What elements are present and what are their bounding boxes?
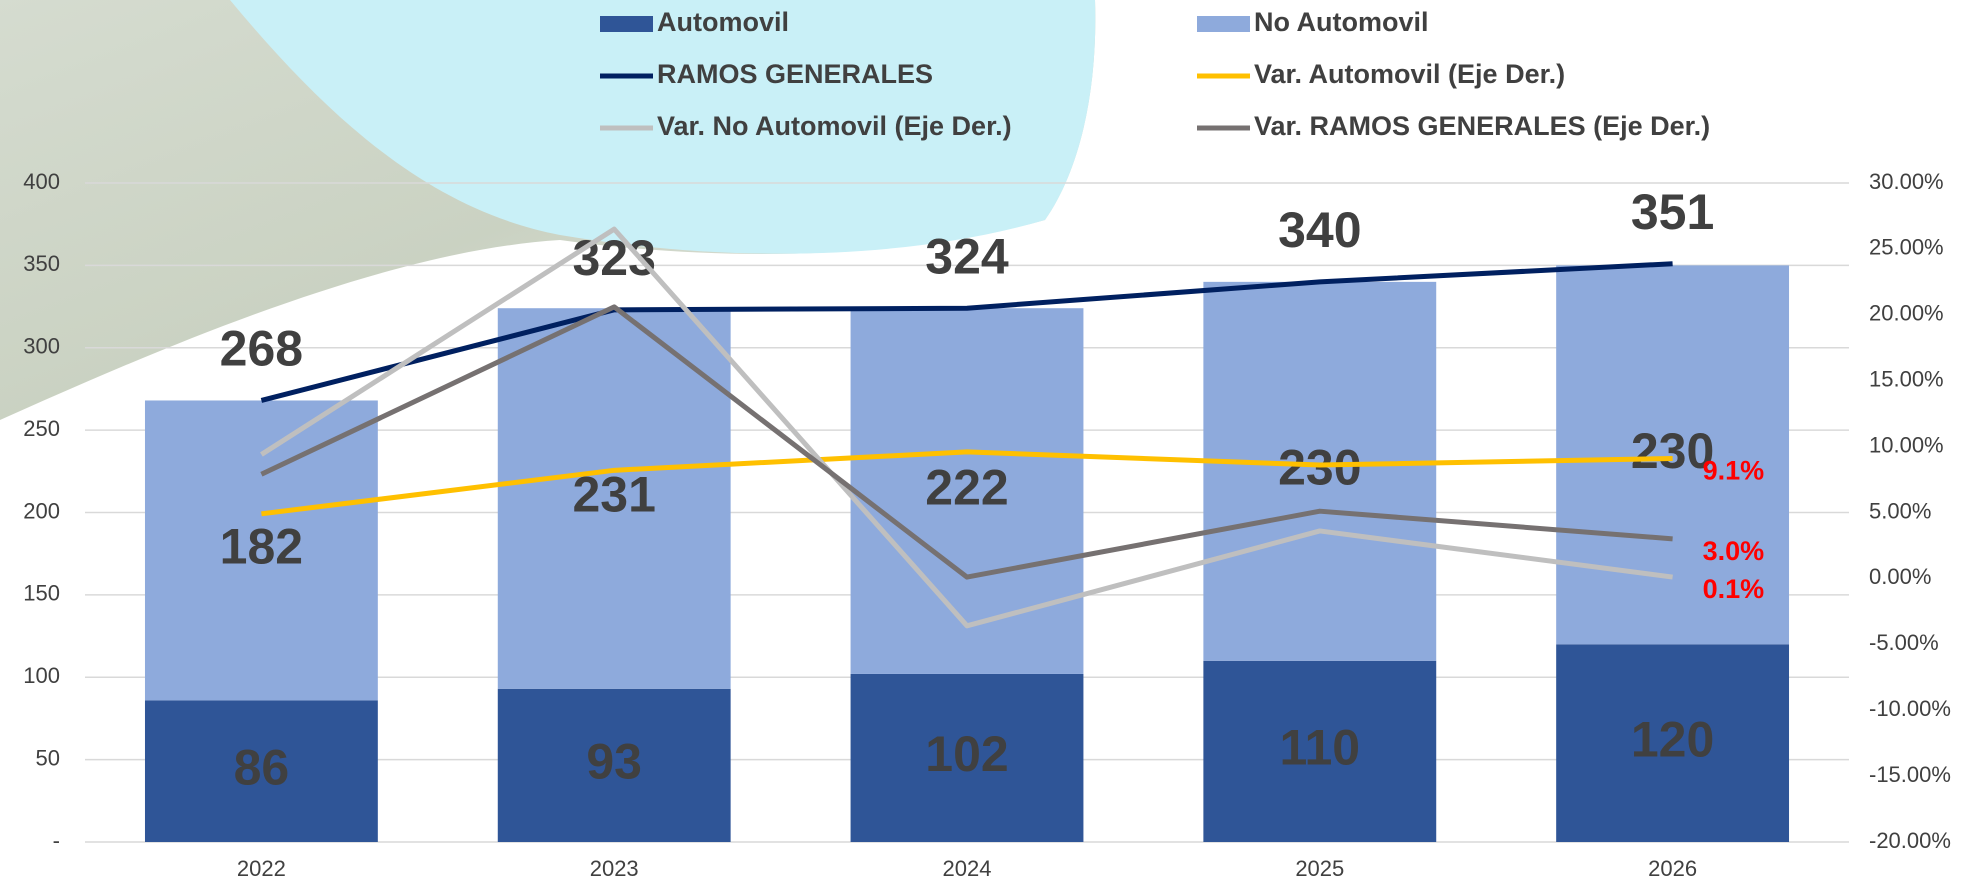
bar [497, 688, 731, 842]
x-tick-label: 2024 [943, 856, 992, 881]
line [260, 261, 1673, 403]
value-label: 0.1% [1703, 574, 1765, 604]
value-label: 9.1% [1703, 456, 1765, 486]
data-label: 351 [1631, 184, 1714, 240]
y-tick-label: - [53, 828, 60, 853]
line [260, 304, 1673, 580]
bar [144, 400, 378, 701]
data-label: 230 [1631, 423, 1714, 479]
y2-tick-label: 15.00% [1869, 367, 1944, 392]
bar [850, 673, 1084, 842]
bar [1203, 281, 1437, 661]
y2-tick-label: 30.00% [1869, 169, 1944, 194]
y2-tick-label: 5.00% [1869, 498, 1931, 523]
x-tick-label: 2025 [1295, 856, 1344, 881]
y-tick-label: 350 [23, 251, 60, 276]
data-label: 93 [586, 734, 642, 790]
y-tick-label: 100 [23, 663, 60, 688]
data-label: 182 [220, 519, 303, 575]
background-shape [230, 0, 1096, 254]
y-tick-label: 400 [23, 169, 60, 194]
data-label: 120 [1631, 711, 1714, 767]
y-tick-label: 300 [23, 334, 60, 359]
legend-swatch [1197, 16, 1250, 32]
legend-label: Var. No Automovil (Eje Der.) [657, 111, 1012, 141]
data-label: 323 [572, 230, 655, 286]
legend-label: Var. Automovil (Eje Der.) [1254, 59, 1565, 89]
y-tick-label: 150 [23, 581, 60, 606]
bar [1556, 644, 1790, 842]
y-tick-label: 200 [23, 498, 60, 523]
bar [1556, 265, 1790, 645]
data-label: 110 [1279, 720, 1360, 776]
data-label: 102 [925, 726, 1008, 782]
y2-tick-label: -10.00% [1869, 696, 1951, 721]
y2-tick-label: -20.00% [1869, 828, 1951, 853]
bar [144, 700, 378, 842]
y-tick-label: 50 [36, 745, 60, 770]
legend-label: Automovil [657, 7, 789, 37]
data-label: 222 [925, 459, 1008, 515]
legend: Automovil No Automovil RAMOS GENERALES Var.… [600, 7, 1710, 141]
line [261, 449, 1673, 517]
y2-tick-label: 25.00% [1869, 235, 1944, 260]
data-label: 268 [220, 321, 303, 377]
x-tick-label: 2026 [1648, 856, 1697, 881]
y2-tick-label: 10.00% [1869, 432, 1944, 457]
y2-tick-label: -5.00% [1869, 630, 1939, 655]
y2-tick-label: 0.00% [1869, 564, 1931, 589]
x-tick-label: 2023 [590, 856, 639, 881]
legend-swatch [600, 16, 653, 32]
y2-tick-label: 20.00% [1869, 301, 1944, 326]
bar [1203, 660, 1437, 842]
legend-label: Var. RAMOS GENERALES (Eje Der.) [1254, 111, 1710, 141]
bar [497, 308, 731, 689]
legend-label: RAMOS GENERALES [657, 59, 933, 89]
y2-tick-label: -15.00% [1869, 762, 1951, 787]
value-label: 3.0% [1703, 536, 1765, 566]
data-label: 86 [234, 739, 290, 795]
data-label: 324 [925, 228, 1009, 284]
data-label: 340 [1278, 202, 1361, 258]
y-tick-label: 250 [23, 416, 60, 441]
legend-label: No Automovil [1254, 7, 1429, 37]
bar [850, 308, 1084, 674]
x-tick-label: 2022 [237, 856, 286, 881]
line [260, 226, 1673, 629]
